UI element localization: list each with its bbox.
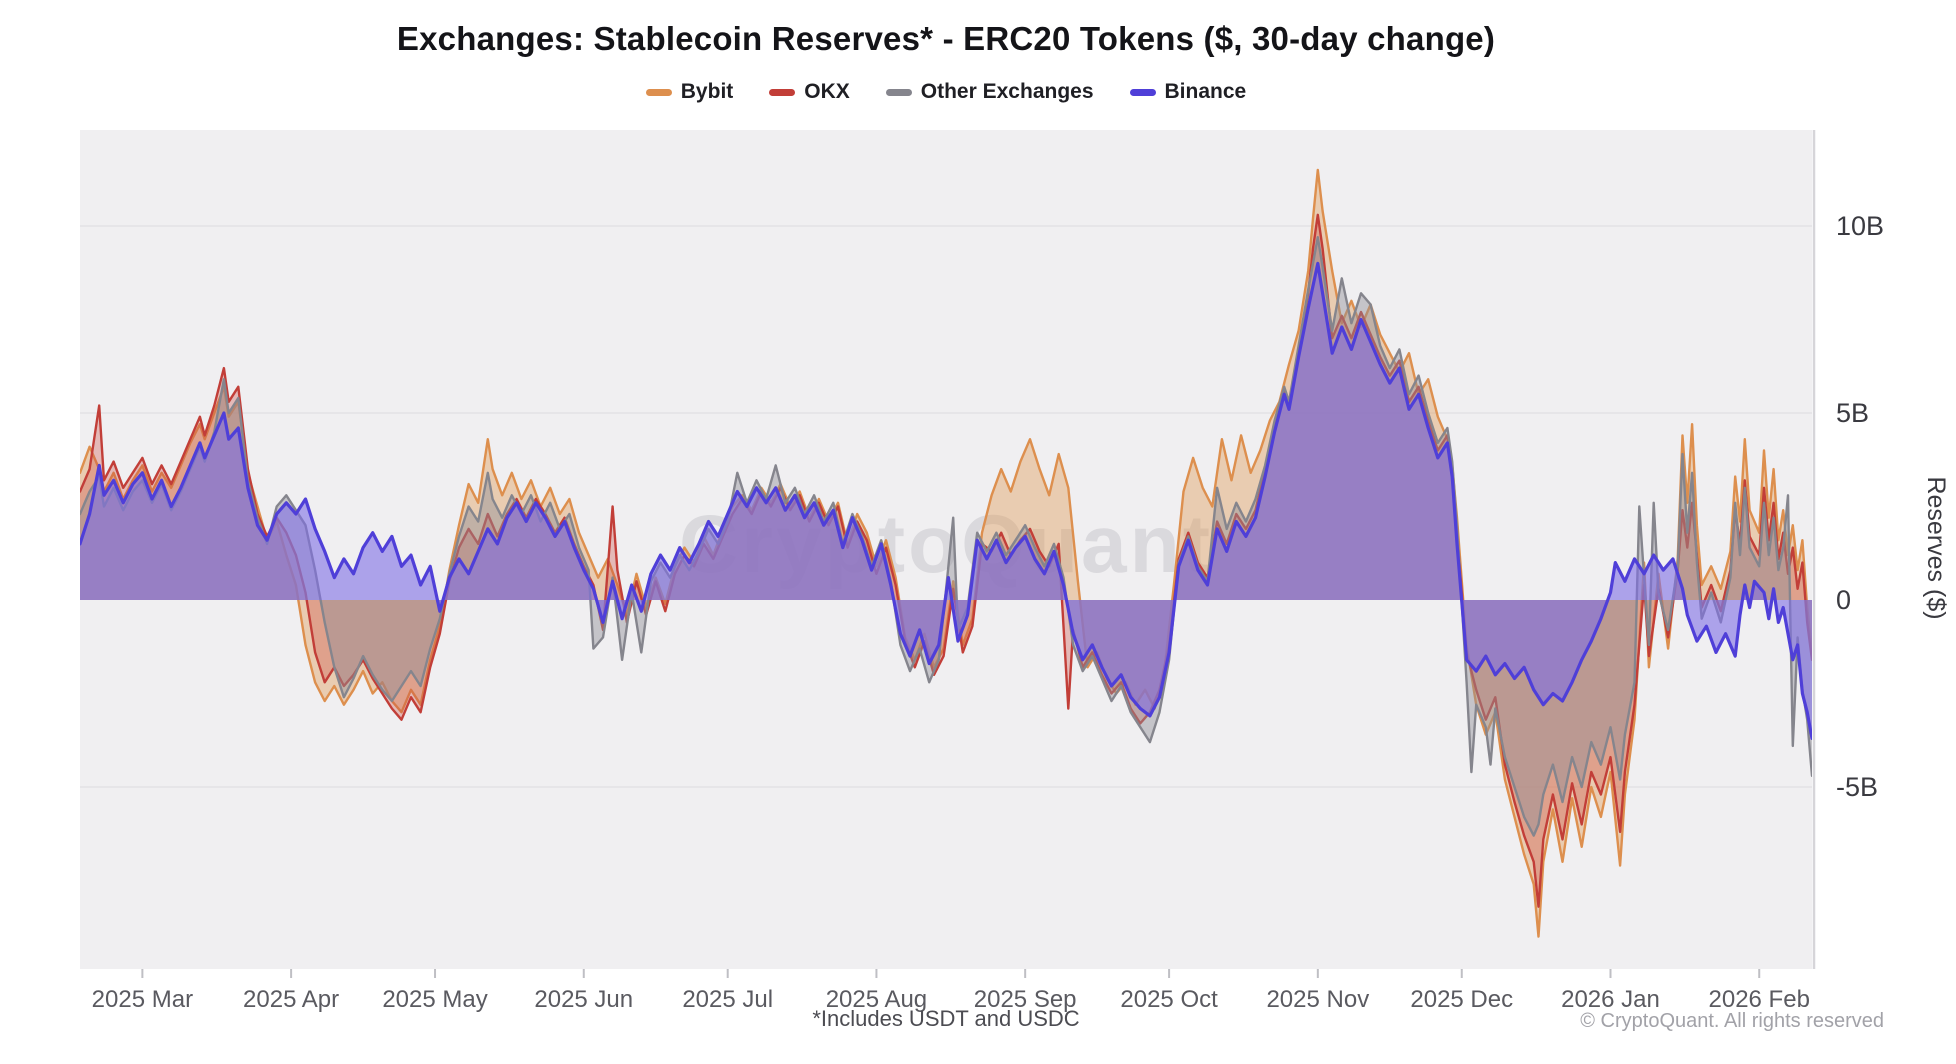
legend-label: Other Exchanges	[920, 80, 1094, 103]
x-tick-label: 2026 Feb	[1709, 986, 1810, 1013]
page-title: Exchanges: Stablecoin Reserves* - ERC20 …	[396, 20, 1496, 57]
legend-item-other-exchanges[interactable]: Other Exchanges	[885, 80, 1094, 104]
legend-label: Bybit	[680, 80, 734, 103]
legend-swatch-icon	[885, 88, 912, 96]
chart-footnote: *Includes USDT and USDC	[812, 1006, 1080, 1031]
legend-label: Binance	[1164, 80, 1247, 103]
legend-swatch-icon	[645, 88, 672, 96]
y-tick-label: 0	[1836, 585, 1851, 615]
legend-item-okx[interactable]: OKX	[769, 80, 850, 104]
x-tick-label: 2026 Jan	[1561, 986, 1660, 1013]
x-tick-label: 2025 Sep	[974, 986, 1077, 1013]
y-tick-label: 10B	[1836, 211, 1884, 241]
x-tick-label: 2025 Apr	[243, 986, 339, 1013]
series-line-bybit	[80, 168, 1812, 938]
y-axis-title: Reserves ($)	[1922, 476, 1950, 619]
legend-swatch-icon	[769, 88, 796, 96]
series-area-binance	[80, 263, 1812, 739]
x-tick-label: 2025 Oct	[1120, 986, 1218, 1013]
x-tick-label: 2025 Jun	[534, 986, 633, 1013]
legend-item-bybit[interactable]: Bybit	[645, 80, 734, 104]
x-tick-label: 2025 Aug	[826, 986, 927, 1013]
y-tick-label: -5B	[1836, 772, 1878, 802]
legend-swatch-icon	[1129, 88, 1156, 96]
series-line-binance	[80, 261, 1812, 740]
series-line-other-exchanges	[80, 236, 1812, 837]
chart-legend: Bybit OKX Other Exchanges Binance	[80, 80, 1812, 104]
legend-label: OKX	[804, 80, 850, 103]
x-tick-label: 2025 Mar	[92, 986, 193, 1013]
x-tick-label: 2025 Dec	[1410, 986, 1513, 1013]
x-tick-label: 2025 May	[382, 986, 487, 1013]
legend-item-binance[interactable]: Binance	[1129, 80, 1247, 104]
y-tick-label: 5B	[1836, 398, 1869, 428]
x-tick-label: 2025 Nov	[1266, 986, 1369, 1013]
x-tick-label: 2025 Jul	[682, 986, 773, 1013]
copyright-notice: © CryptoQuant. All rights reserved	[1580, 1010, 1884, 1032]
